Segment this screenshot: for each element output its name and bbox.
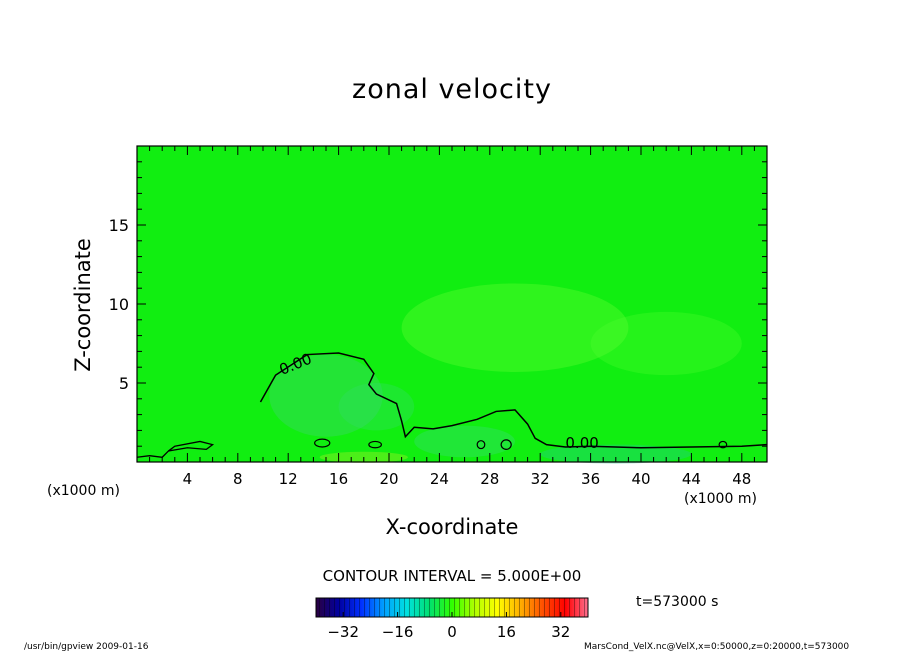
footer-source: MarsCond_VelX.nc@VelX,x=0:50000,z=0:2000…: [584, 642, 850, 652]
small-contour: [476, 440, 486, 450]
colorbar-stripes: [316, 598, 588, 617]
y-tick-label: 15: [109, 216, 129, 235]
colorbar-tick-label: 32: [551, 623, 570, 641]
surface-contour: [136, 440, 215, 458]
x-tick-label: 32: [531, 470, 550, 488]
x-tick-label: 20: [379, 470, 398, 488]
x-tick-label: 16: [329, 470, 348, 488]
x-unit-label-right: (x1000 m): [684, 491, 757, 507]
small-contour: [368, 440, 383, 449]
colorbar-tick-label: −32: [327, 623, 359, 641]
footer-program: /usr/bin/gpview 2009-01-16: [24, 642, 149, 652]
shading-blob: [401, 283, 629, 372]
zero-contour-line: [259, 352, 768, 449]
x-tick-label: 44: [682, 470, 701, 488]
contour-interval: CONTOUR INTERVAL = 5.000E+00: [322, 567, 582, 585]
x-tick-label: 48: [732, 470, 751, 488]
x-tick-label: 4: [183, 470, 193, 488]
shading-blob: [590, 311, 742, 376]
x-unit-label-left: (x1000 m): [47, 483, 120, 499]
shading-blob: [414, 425, 515, 458]
contour-label: 0.00: [565, 434, 598, 452]
small-contour: [718, 440, 728, 449]
x-tick-label: 28: [480, 470, 499, 488]
colorbar: −32 −16 0 16 32: [315, 597, 589, 641]
small-contour: [500, 439, 512, 450]
small-contour: [314, 438, 331, 448]
x-tick-label: 40: [631, 470, 650, 488]
x-axis-label: X-coordinate: [385, 515, 519, 539]
x-tick-label: 24: [430, 470, 449, 488]
x-tick-label: 36: [581, 470, 600, 488]
shading-blob: [269, 354, 383, 437]
shading-blob: [338, 383, 415, 431]
y-axis-label: Z-coordinate: [71, 238, 95, 372]
chart-title: zonal velocity: [352, 74, 552, 105]
time-label: t=573000 s: [636, 594, 719, 610]
colorbar-tick-label: 16: [497, 623, 516, 641]
colorbar-tick-label: 0: [447, 623, 457, 641]
velocity-field: [137, 146, 767, 462]
colorbar-tick-label: −16: [382, 623, 414, 641]
x-tick-label: 12: [279, 470, 298, 488]
x-tick-label: 8: [233, 470, 243, 488]
y-tick-label: 5: [119, 374, 129, 393]
y-tick-label: 10: [109, 295, 129, 314]
